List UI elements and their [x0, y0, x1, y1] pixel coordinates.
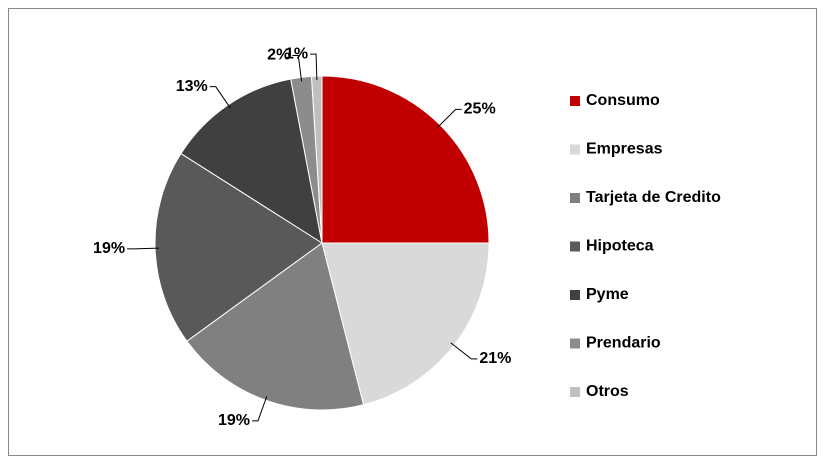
legend-swatch [570, 241, 580, 252]
data-label: 13% [176, 78, 208, 95]
data-label: 1% [285, 45, 308, 62]
legend-swatch [570, 290, 580, 300]
leader-line [450, 342, 478, 360]
data-label: 25% [464, 101, 496, 118]
legend-label: Otros [586, 383, 629, 400]
legend-label: Consumo [586, 92, 660, 109]
data-label: 19% [218, 412, 250, 429]
data-label: 2% [267, 47, 290, 64]
legend-swatch [570, 387, 580, 397]
legend-label: Empresas [586, 141, 663, 158]
legend-label: Tarjeta de Credito [586, 189, 721, 206]
legend-swatch [570, 338, 580, 349]
data-label: 21% [479, 350, 511, 367]
legend-label: Pyme [586, 286, 629, 303]
data-label: 19% [93, 240, 125, 257]
leader-line [251, 396, 268, 422]
leader-line [436, 108, 462, 129]
leader-line [209, 86, 231, 109]
legend-swatch [570, 96, 580, 106]
legend-swatch [570, 144, 580, 155]
legend-label: Prendario [586, 335, 661, 352]
leader-line [310, 53, 318, 81]
leader-line [292, 54, 303, 82]
leader-line [127, 247, 160, 250]
legend-swatch [570, 193, 580, 203]
legend-label: Hipoteca [586, 238, 654, 255]
